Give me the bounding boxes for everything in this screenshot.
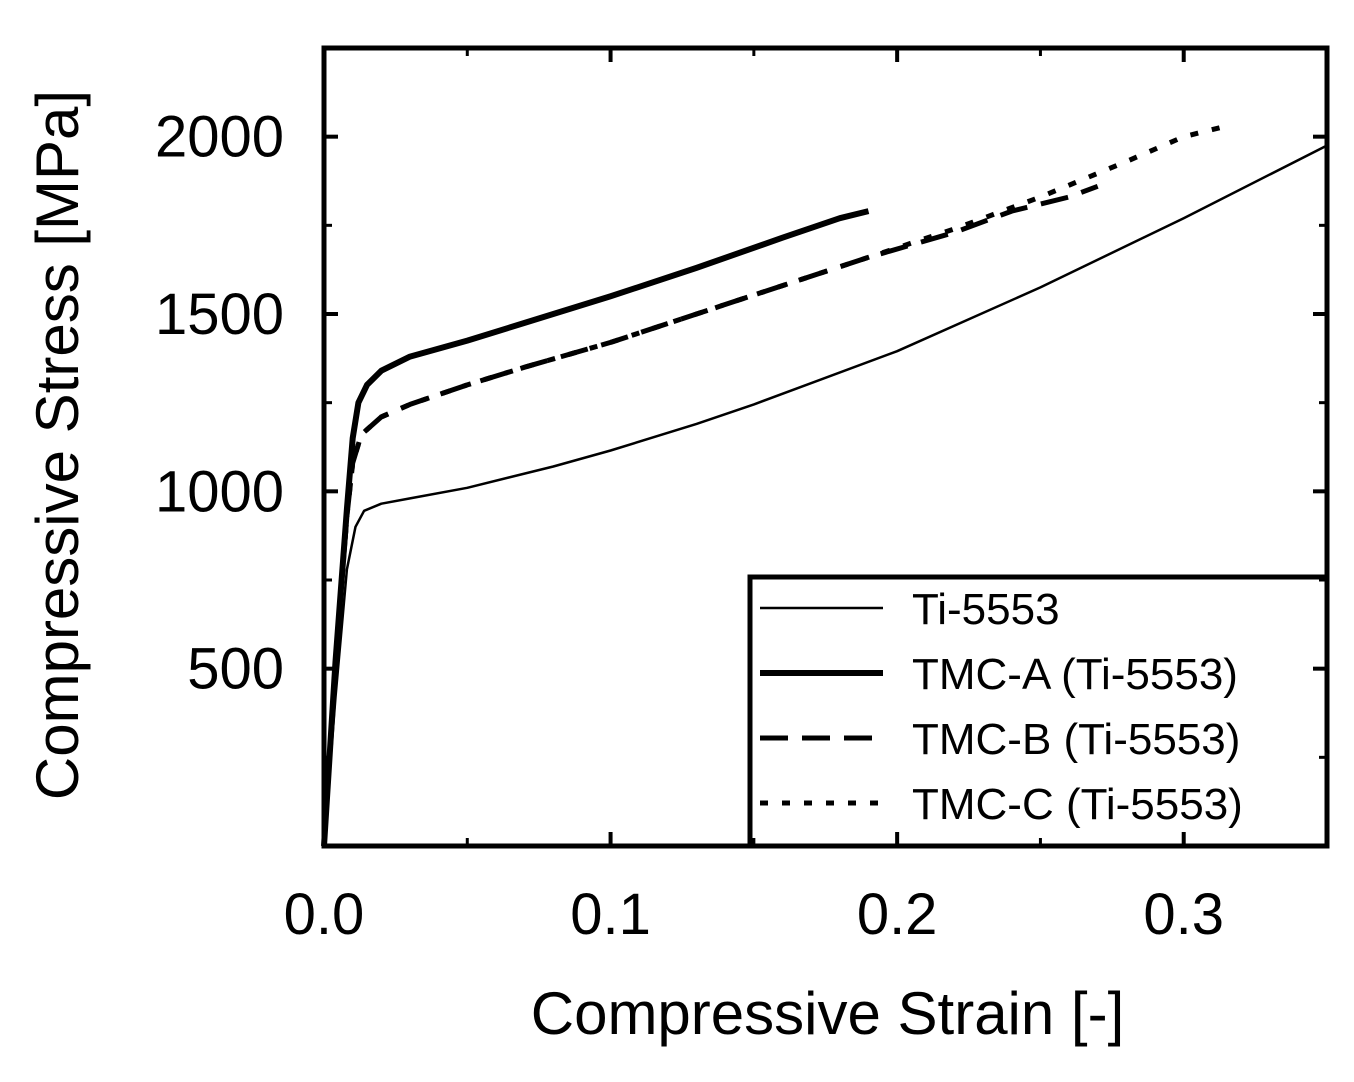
y-tick-label: 1500 xyxy=(155,282,284,347)
series-line-1 xyxy=(322,144,1328,847)
x-tick-label: 0.2 xyxy=(857,882,938,947)
plot-frame xyxy=(321,45,1330,849)
series-line-3 xyxy=(321,183,1099,847)
y-tick-label: 500 xyxy=(187,637,284,702)
legend-label-3: TMC-B (Ti-5553) xyxy=(912,715,1240,764)
x-tick-label: 0.0 xyxy=(284,882,365,947)
legend: Ti-5553 TMC-A (Ti-5553) TMC-B (Ti-5553) TMC… xyxy=(747,574,1330,849)
x-axis-title: Compressive Strain [-] xyxy=(531,980,1125,1047)
axis-ticks: 0.0 0.1 0.2 0.3 500 1000 1500 2000 xyxy=(155,46,1327,947)
series-layer xyxy=(321,123,1328,847)
legend-label-4: TMC-C (Ti-5553) xyxy=(912,780,1243,829)
y-tick-label: 2000 xyxy=(155,105,284,170)
series-line-4 xyxy=(321,123,1228,847)
legend-box xyxy=(747,574,1330,849)
x-tick-label: 0.1 xyxy=(570,882,651,947)
y-axis-title: Compressive Stress [MPa] xyxy=(24,90,91,800)
x-tick-label: 0.3 xyxy=(1143,882,1224,947)
legend-label-2: TMC-A (Ti-5553) xyxy=(912,650,1238,699)
y-tick-label: 1000 xyxy=(155,459,284,524)
legend-label-1: Ti-5553 xyxy=(912,585,1060,634)
